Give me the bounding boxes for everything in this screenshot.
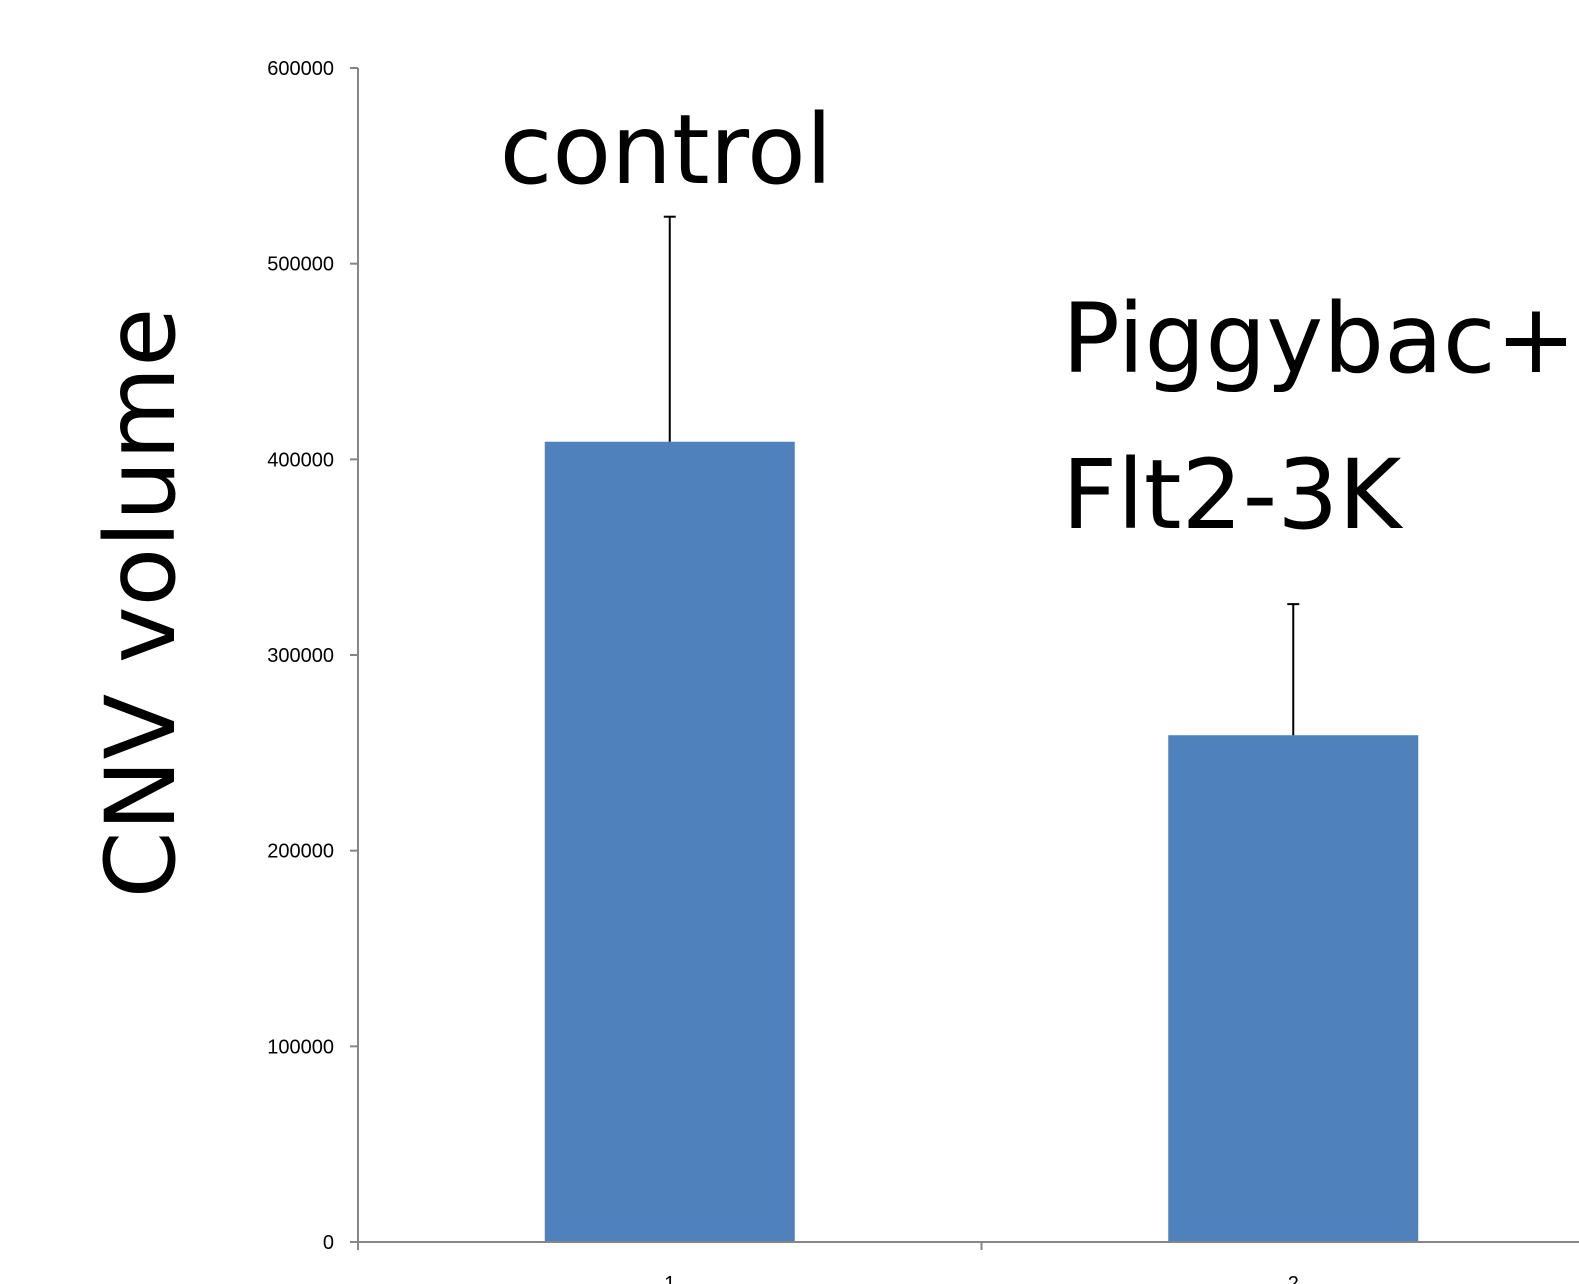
bar-2 <box>1168 735 1419 1242</box>
y-tick-label: 200000 <box>267 841 334 863</box>
x-tick-label: 1 <box>664 1273 675 1284</box>
y-tick-label: 100000 <box>267 1036 334 1058</box>
y-tick-label: 500000 <box>267 254 334 276</box>
y-tick-label: 600000 <box>267 58 334 80</box>
y-tick-label: 400000 <box>267 449 334 471</box>
bar-annotation: Piggybac+ <box>1062 283 1576 395</box>
plot-area: 0 100000 200000 300000 400000 500000 600000 1 2 c… <box>267 58 1579 1284</box>
y-tick-label: 0 <box>323 1232 334 1254</box>
bar-1 <box>544 441 795 1242</box>
y-axis-label-group: CNV volume <box>85 308 197 899</box>
bar-annotation: control <box>500 94 833 206</box>
bar-annotation: Flt2-3K <box>1062 439 1403 551</box>
y-axis-label: CNV volume <box>85 308 197 899</box>
y-tick-label: 300000 <box>267 645 334 667</box>
x-tick-label: 2 <box>1288 1273 1299 1284</box>
